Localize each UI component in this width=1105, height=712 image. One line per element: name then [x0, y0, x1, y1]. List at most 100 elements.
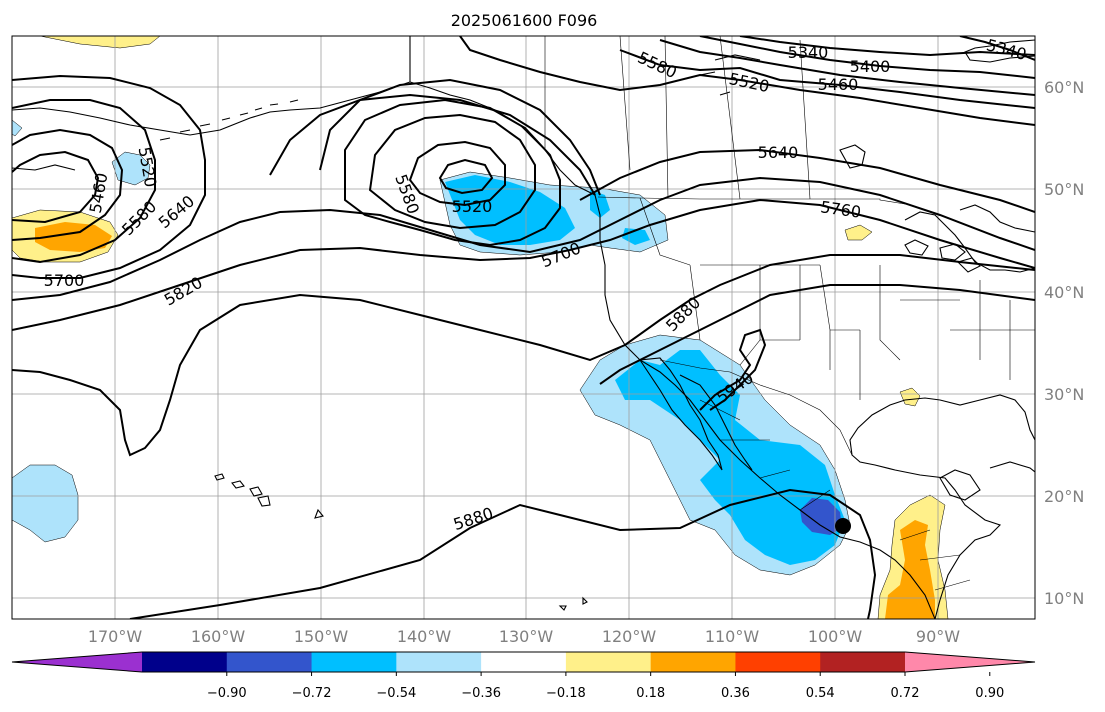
colorbar-tick-label: 0.90	[975, 686, 1004, 701]
lon-label: 110°W	[705, 627, 760, 646]
border-us-mexico	[659, 359, 853, 456]
contour-label: 5520	[452, 197, 493, 216]
contour-5940	[699, 328, 767, 411]
contour-5820	[12, 254, 1035, 457]
colorbar-segment	[820, 652, 906, 672]
colorbar-tick-label: −0.36	[461, 686, 501, 701]
border-us-states	[639, 197, 1035, 400]
shade-orange-central-america	[885, 520, 935, 619]
lat-label: 20°N	[1044, 487, 1084, 506]
contour-5640-west	[12, 74, 206, 279]
contour-label: 5340	[788, 43, 829, 62]
border-canada-provinces	[544, 36, 811, 200]
contour-label: 5520	[727, 69, 771, 96]
lon-label: 170°W	[88, 627, 143, 646]
coast-aleutians	[159, 99, 299, 141]
lon-label: 120°W	[602, 627, 657, 646]
shade-dark-blue-mexico	[800, 498, 842, 535]
storm-marker	[835, 518, 851, 534]
contour-5340-ne	[959, 36, 1035, 61]
contour-label: 5760	[819, 197, 862, 221]
contour-label: 5460	[86, 171, 112, 214]
lon-label: 130°W	[499, 627, 554, 646]
lat-label: 10°N	[1044, 589, 1084, 608]
contour-5880-west	[129, 488, 877, 619]
contour-5580-north	[459, 36, 1035, 126]
contour-5460-gulf	[438, 158, 494, 195]
map-frame	[11, 35, 1036, 620]
coast-florida-cuba	[989, 461, 1035, 473]
anomaly-shading	[12, 36, 949, 619]
contour-label: 5580	[118, 197, 160, 239]
coast-alaska	[12, 81, 411, 171]
border-mexico-states	[699, 399, 831, 511]
contour-label: 5820	[161, 273, 206, 310]
coast-gulf-california	[679, 374, 753, 471]
coast-gulf-mexico	[849, 394, 1035, 619]
contour-label: 5460	[818, 75, 859, 94]
coast-great-lakes	[839, 144, 981, 273]
coast-baja	[639, 357, 723, 471]
contour-5880-north	[599, 284, 1035, 385]
colorbar-segment	[311, 652, 397, 672]
shade-blue-east-pacific	[615, 350, 845, 565]
contour-label: 5880	[662, 293, 704, 335]
colorbar-tick-label: 0.54	[806, 686, 835, 701]
colorbar-extend-high	[905, 652, 1035, 672]
contour-label: 5340	[984, 35, 1028, 64]
colorbar-tick-label: −0.72	[292, 686, 332, 701]
coast-islands-east	[314, 508, 588, 611]
lon-label: 160°W	[191, 627, 246, 646]
contour-label: 5640	[155, 191, 198, 232]
contour-5400-north	[699, 36, 1035, 79]
longitude-labels: 170°W 160°W 150°W 140°W 130°W 120°W 110°…	[88, 627, 960, 646]
lon-label: 100°W	[808, 627, 863, 646]
colorbar-tick-label: −0.18	[546, 686, 586, 701]
contour-5700-gulf	[319, 78, 601, 196]
colorbar-outline	[11, 651, 1036, 673]
coast-yucatan	[939, 469, 981, 501]
height-contours	[12, 36, 1035, 619]
contour-label: 5580	[635, 48, 680, 82]
latitude-labels: 60°N 50°N 40°N 30°N 20°N 10°N	[1044, 78, 1084, 608]
contour-5580-gulf	[368, 113, 536, 230]
border-us-canada	[597, 196, 906, 205]
contour-5460-west	[12, 150, 100, 224]
lon-label: 140°W	[397, 627, 452, 646]
contour-5520-west	[12, 128, 124, 241]
shade-yellow-gulf-coast	[899, 387, 921, 407]
colorbar-extend-low	[12, 652, 142, 672]
colorbar: −0.90 −0.72 −0.54 −0.36 −0.18 0.18 0.36 0.54 0.7…	[11, 651, 1036, 701]
shade-orange-west	[35, 222, 112, 252]
lat-label: 30°N	[1044, 385, 1084, 404]
shade-light-blue-west-edge	[12, 119, 23, 137]
lon-label: 90°W	[916, 627, 960, 646]
shade-yellow-midwest	[844, 224, 873, 241]
contour-5640-gulf	[344, 98, 561, 247]
contour-5340-north	[739, 36, 1035, 57]
colorbar-segment	[396, 652, 482, 672]
colorbar-tick-label: −0.90	[207, 686, 247, 701]
borders	[409, 36, 1035, 591]
contour-5760	[12, 198, 1035, 331]
border-central-america	[899, 529, 971, 591]
shade-yellow-northwest	[39, 36, 161, 49]
coast-east-canada	[904, 39, 1035, 273]
contour-label: 5640	[758, 143, 799, 162]
colorbar-tick-label: 0.18	[636, 686, 665, 701]
colorbar-segment	[142, 652, 228, 672]
lon-label: 150°W	[294, 627, 349, 646]
colorbar-segment	[735, 652, 821, 672]
contour-5640-north	[579, 148, 1035, 213]
lat-label: 50°N	[1044, 180, 1084, 199]
map-title: 2025061600 F096	[451, 11, 598, 30]
lat-label: 60°N	[1044, 78, 1084, 97]
colorbar-segment	[226, 652, 313, 672]
coast-hawaii	[214, 473, 271, 507]
contour-label: 5400	[850, 57, 891, 76]
colorbar-segment	[565, 652, 652, 672]
colorbar-segment	[481, 652, 567, 672]
contour-label: 5700	[44, 271, 85, 290]
colorbar-tick-label: 0.72	[891, 686, 920, 701]
